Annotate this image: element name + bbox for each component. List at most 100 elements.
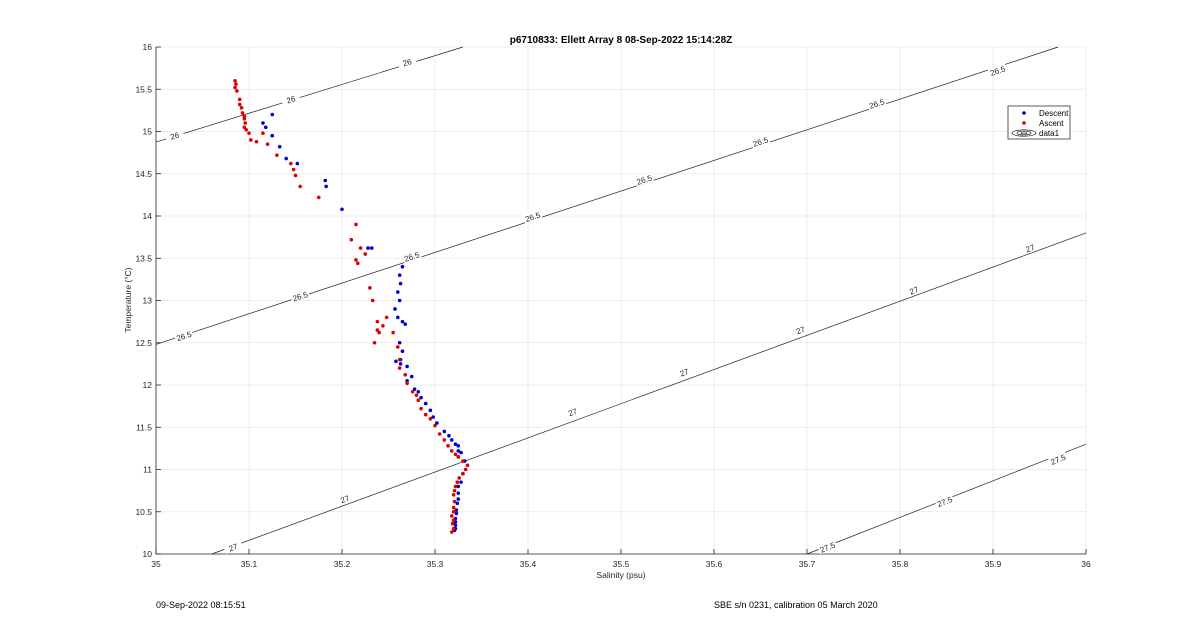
legend-ascent-marker — [1022, 121, 1026, 125]
descent-point — [454, 511, 459, 516]
legend-descent-label: Descent — [1039, 109, 1069, 118]
contour-label-bg — [750, 134, 771, 149]
ascent-point — [358, 246, 363, 250]
contour-labels: 26 26 26 26.5 26.5 26.5 26.5 26.5 26.5 26.5 26.5 27… — [164, 54, 1068, 555]
ascent-point — [316, 195, 321, 200]
contour-label-text: 27 — [339, 494, 351, 506]
contour-label: 27 — [1020, 240, 1041, 255]
ascent-point — [239, 106, 244, 110]
ascent-point — [261, 131, 265, 135]
ascent-point — [453, 484, 458, 489]
ascent-point — [298, 184, 302, 189]
descent-point — [396, 315, 400, 320]
ascent-point — [384, 315, 389, 320]
data-points — [233, 79, 470, 534]
descent-point — [454, 508, 459, 512]
ascent-point — [377, 330, 382, 335]
descent-point — [459, 450, 463, 455]
descent-point — [412, 387, 417, 392]
descent-point — [400, 349, 405, 354]
descent-point — [456, 444, 461, 448]
legend-contour-icon — [1011, 129, 1037, 137]
ascent-point — [456, 455, 461, 459]
contour-line — [155, 46, 1059, 345]
ascent-point — [428, 417, 433, 421]
contour-label: 26 — [280, 91, 301, 106]
ascent-point — [293, 173, 298, 178]
contour-label-bg — [674, 364, 695, 380]
contour-label-bg — [562, 404, 583, 419]
ascent-point — [254, 139, 259, 144]
contour-label: 27 — [562, 404, 583, 419]
contour-label-bg — [173, 328, 194, 343]
ascent-point — [291, 167, 296, 172]
descent-point — [400, 264, 405, 269]
contour-label-bg — [397, 54, 417, 69]
contour-label: 27.5 — [1047, 451, 1068, 467]
tick-labels: 35 35.1 35.2 35.3 35.4 35.5 35.6 35.7 35.8 35.9 36… — [135, 42, 1091, 569]
ascent-point — [455, 480, 460, 484]
descent-point — [442, 429, 447, 434]
ascent-point — [237, 97, 242, 102]
axes — [155, 46, 1087, 555]
ascent-point — [405, 381, 409, 386]
contour-label: 27 — [223, 539, 244, 555]
descent-point — [423, 401, 428, 406]
contour-label: 27 — [790, 322, 811, 337]
y-tick-label: 15.5 — [135, 84, 152, 94]
ascent-point — [450, 521, 455, 526]
ascent-point — [370, 298, 375, 303]
x-tick-label: 35.9 — [985, 559, 1002, 569]
ascent-point — [403, 373, 408, 377]
x-tick-label: 35.4 — [520, 559, 537, 569]
chart-title: p6710833: Ellett Array 8 08-Sep-2022 15:… — [510, 35, 733, 46]
ascent-point — [449, 530, 454, 534]
contour-label: 26.5 — [522, 209, 543, 224]
ascent-point — [349, 237, 354, 242]
descent-point — [340, 207, 344, 212]
ascent-point — [414, 393, 419, 397]
y-tick-label: 13.5 — [135, 253, 152, 263]
y-tick-label: 10 — [143, 549, 153, 559]
ascent-point — [249, 138, 253, 142]
ascent-point — [416, 398, 421, 403]
contour-label-bg — [401, 248, 422, 264]
descent-point — [397, 273, 402, 277]
contour-label-text: 26.5 — [524, 210, 542, 224]
ascent-point — [375, 328, 380, 332]
descent-point — [455, 501, 460, 506]
ascent-point — [433, 423, 437, 428]
contour-label-text: 26.5 — [636, 173, 654, 187]
contour-label: 26.5 — [401, 248, 422, 264]
ascent-point — [244, 128, 249, 132]
ascent-point — [451, 518, 456, 522]
contour-label-text: 26.5 — [868, 97, 886, 111]
ascent-point — [233, 85, 237, 90]
contour-label-text: 26 — [169, 130, 181, 141]
contour-label-bg — [934, 493, 955, 509]
descent-point — [398, 362, 403, 366]
ascent-point — [356, 261, 360, 266]
contour-label-text: 26.5 — [752, 135, 770, 149]
contour-label-bg — [903, 282, 924, 298]
y-tick-label: 11.5 — [136, 422, 152, 432]
contour-label-bg — [164, 128, 185, 143]
ascent-point — [354, 222, 358, 227]
descent-point — [431, 415, 435, 419]
contour-label: 26.5 — [750, 134, 771, 149]
footer-timestamp: 09-Sep-2022 08:15:51 — [156, 600, 246, 610]
x-tick-label: 35.5 — [613, 559, 630, 569]
ascent-point — [354, 258, 358, 262]
ascent-point — [423, 412, 428, 417]
y-tick-label: 10.5 — [135, 507, 152, 517]
contour-label: 26.5 — [290, 288, 310, 303]
ascent-point — [419, 406, 423, 411]
descent-point — [397, 340, 402, 345]
ascent-point — [451, 493, 456, 497]
legend-descent-marker — [1022, 111, 1026, 115]
ascent-point — [397, 357, 402, 362]
descent-point — [366, 246, 370, 250]
ascent-point — [265, 142, 270, 146]
ascent-point — [465, 463, 470, 468]
